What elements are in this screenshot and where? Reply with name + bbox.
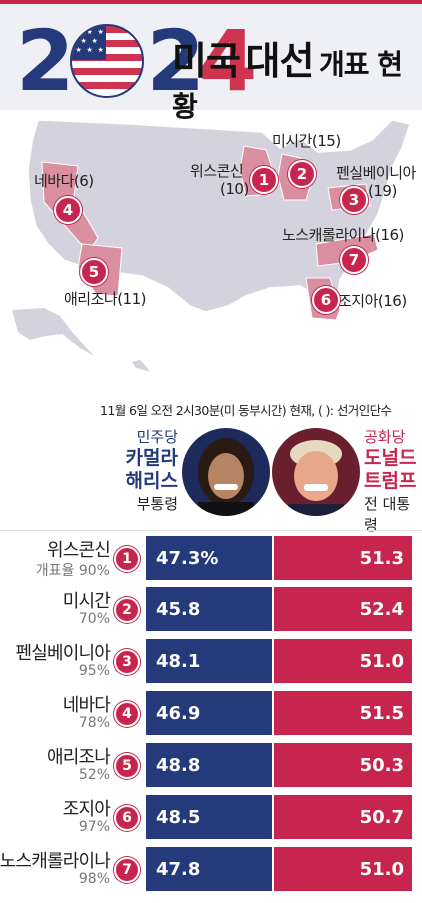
row-badge: 1	[114, 546, 140, 572]
header-banner: 2 ★ ★ ★ ★ ★ ★ ★ ★ 2 4 미국 대선 개표 현황	[0, 0, 422, 123]
rep-value-bar: 51.3	[274, 536, 412, 580]
page-title: 미국 대선 개표 현황	[172, 30, 422, 125]
rep-name-line2: 트럼프	[364, 470, 417, 492]
flag-canton: ★ ★ ★ ★ ★ ★ ★ ★	[72, 26, 107, 60]
candidate-rep-block: 공화당 도널드 트럼프 전 대통령	[364, 426, 422, 535]
dem-name-line1: 카멀라	[125, 447, 178, 469]
rep-value-bar: 52.4	[274, 587, 412, 631]
map-label-michigan: 미시간(15)	[272, 132, 341, 150]
title-part: 미국	[172, 39, 241, 83]
year-logo: 2 ★ ★ ★ ★ ★ ★ ★ ★ 2 4	[16, 12, 258, 110]
row-badge: 3	[114, 649, 140, 675]
map-label-pennsylvania-electors: (19)	[368, 182, 397, 200]
table-row: 조지아 97% 6 48.5 50.7	[0, 793, 422, 851]
dem-name-line2: 해리스	[125, 470, 178, 492]
harris-portrait-icon	[198, 438, 254, 516]
row-count-rate: 98%	[78, 871, 110, 887]
dem-value-bar: 45.8	[146, 587, 272, 631]
year-digit: 2	[146, 12, 205, 110]
dem-value-bar: 47.3%	[146, 536, 272, 580]
map-label-north-carolina: 노스캐롤라이나(16)	[282, 226, 404, 244]
rep-position: 전 대통령	[364, 495, 411, 534]
year-digit: 4	[198, 12, 258, 110]
map-label-nevada: 네바다(6)	[34, 172, 94, 190]
row-badge: 5	[114, 753, 140, 779]
dem-value-bar: 48.1	[146, 639, 272, 683]
table-row: 노스캐롤라이나 98% 7 47.8 51.0	[0, 845, 422, 903]
table-row: 펜실베이니아 95% 3 48.1 51.0	[0, 637, 422, 695]
title-part: 개표 현황	[172, 48, 403, 123]
us-map: 위스콘신 (10) 1 미시간(15) 2 펜실베이니아 (19) 3 네바다(…	[0, 110, 422, 395]
map-label-wisconsin: 위스콘신	[190, 162, 244, 180]
us-flag-circle-icon: ★ ★ ★ ★ ★ ★ ★ ★	[70, 24, 145, 98]
row-count-rate: 52%	[78, 767, 110, 783]
row-state-name: 노스캐롤라이나	[0, 851, 111, 872]
map-badge-wisconsin: 1	[250, 166, 278, 194]
row-divider	[0, 530, 422, 531]
map-label-arizona: 애리조나(11)	[64, 290, 147, 308]
rep-value-bar: 51.0	[274, 639, 412, 683]
hawaii-shape	[132, 360, 150, 372]
table-row: 네바다 78% 4 46.9 51.5	[0, 689, 422, 747]
harris-portrait	[182, 428, 270, 516]
dem-party: 민주당	[136, 428, 178, 446]
dem-value-bar: 46.9	[146, 691, 272, 735]
map-label-wisconsin-electors: (10)	[220, 180, 249, 198]
candidate-dem-block: 민주당 카멀라 해리스 부통령	[110, 426, 178, 514]
dem-value-bar: 48.5	[146, 795, 272, 839]
dem-position: 부통령	[136, 495, 178, 513]
rep-value-bar: 51.5	[274, 691, 412, 735]
row-badge: 6	[114, 805, 140, 831]
row-state-name: 애리조나	[46, 747, 111, 768]
row-state-name: 네바다	[62, 695, 111, 716]
map-badge-pennsylvania: 3	[340, 186, 368, 214]
map-badge-georgia: 6	[312, 286, 340, 314]
row-badge: 2	[114, 597, 140, 623]
row-badge: 7	[114, 857, 140, 883]
rep-name-line1: 도널드	[364, 447, 417, 469]
dem-value-bar: 48.8	[146, 743, 272, 787]
timestamp-note: 11월 6일 오전 2시30분(미 동부시간) 현재, ( ): 선거인단수	[100, 403, 392, 418]
rep-value-bar: 51.0	[274, 847, 412, 891]
header-accent-line	[0, 0, 422, 4]
row-count-rate: 97%	[78, 819, 110, 835]
row-count-rate: 95%	[78, 663, 110, 679]
trump-portrait	[272, 428, 360, 516]
rep-party: 공화당	[364, 428, 406, 446]
rep-value-bar: 50.7	[274, 795, 412, 839]
title-part: 대선	[245, 39, 315, 83]
row-state-name: 위스콘신	[46, 540, 111, 561]
map-label-georgia: 조지아(16)	[338, 292, 407, 310]
trump-portrait-icon	[288, 440, 344, 516]
row-badge: 4	[114, 701, 140, 727]
map-badge-nevada: 4	[54, 196, 82, 224]
row-count-rate: 78%	[78, 715, 110, 731]
table-row: 미시간 70% 2 45.8 52.4	[0, 585, 422, 643]
row-state-name: 펜실베이니아	[15, 643, 110, 664]
row-state-name: 조지아	[62, 799, 111, 820]
map-badge-michigan: 2	[288, 160, 316, 188]
row-count-rate: 70%	[78, 611, 110, 627]
rep-value-bar: 50.3	[274, 743, 412, 787]
map-badge-north-carolina: 7	[340, 246, 368, 274]
dem-value-bar: 47.8	[146, 847, 272, 891]
row-count-rate: 개표율 90%	[35, 563, 110, 579]
alaska-shape	[12, 308, 94, 356]
table-row: 애리조나 52% 5 48.8 50.3	[0, 741, 422, 799]
row-state-name: 미시간	[62, 591, 111, 612]
map-badge-arizona: 5	[80, 258, 108, 286]
table-row: 위스콘신 개표율 90% 1 47.3% 51.3	[0, 534, 422, 592]
map-label-pennsylvania: 펜실베이니아	[336, 164, 416, 182]
year-digit: 2	[16, 12, 75, 110]
